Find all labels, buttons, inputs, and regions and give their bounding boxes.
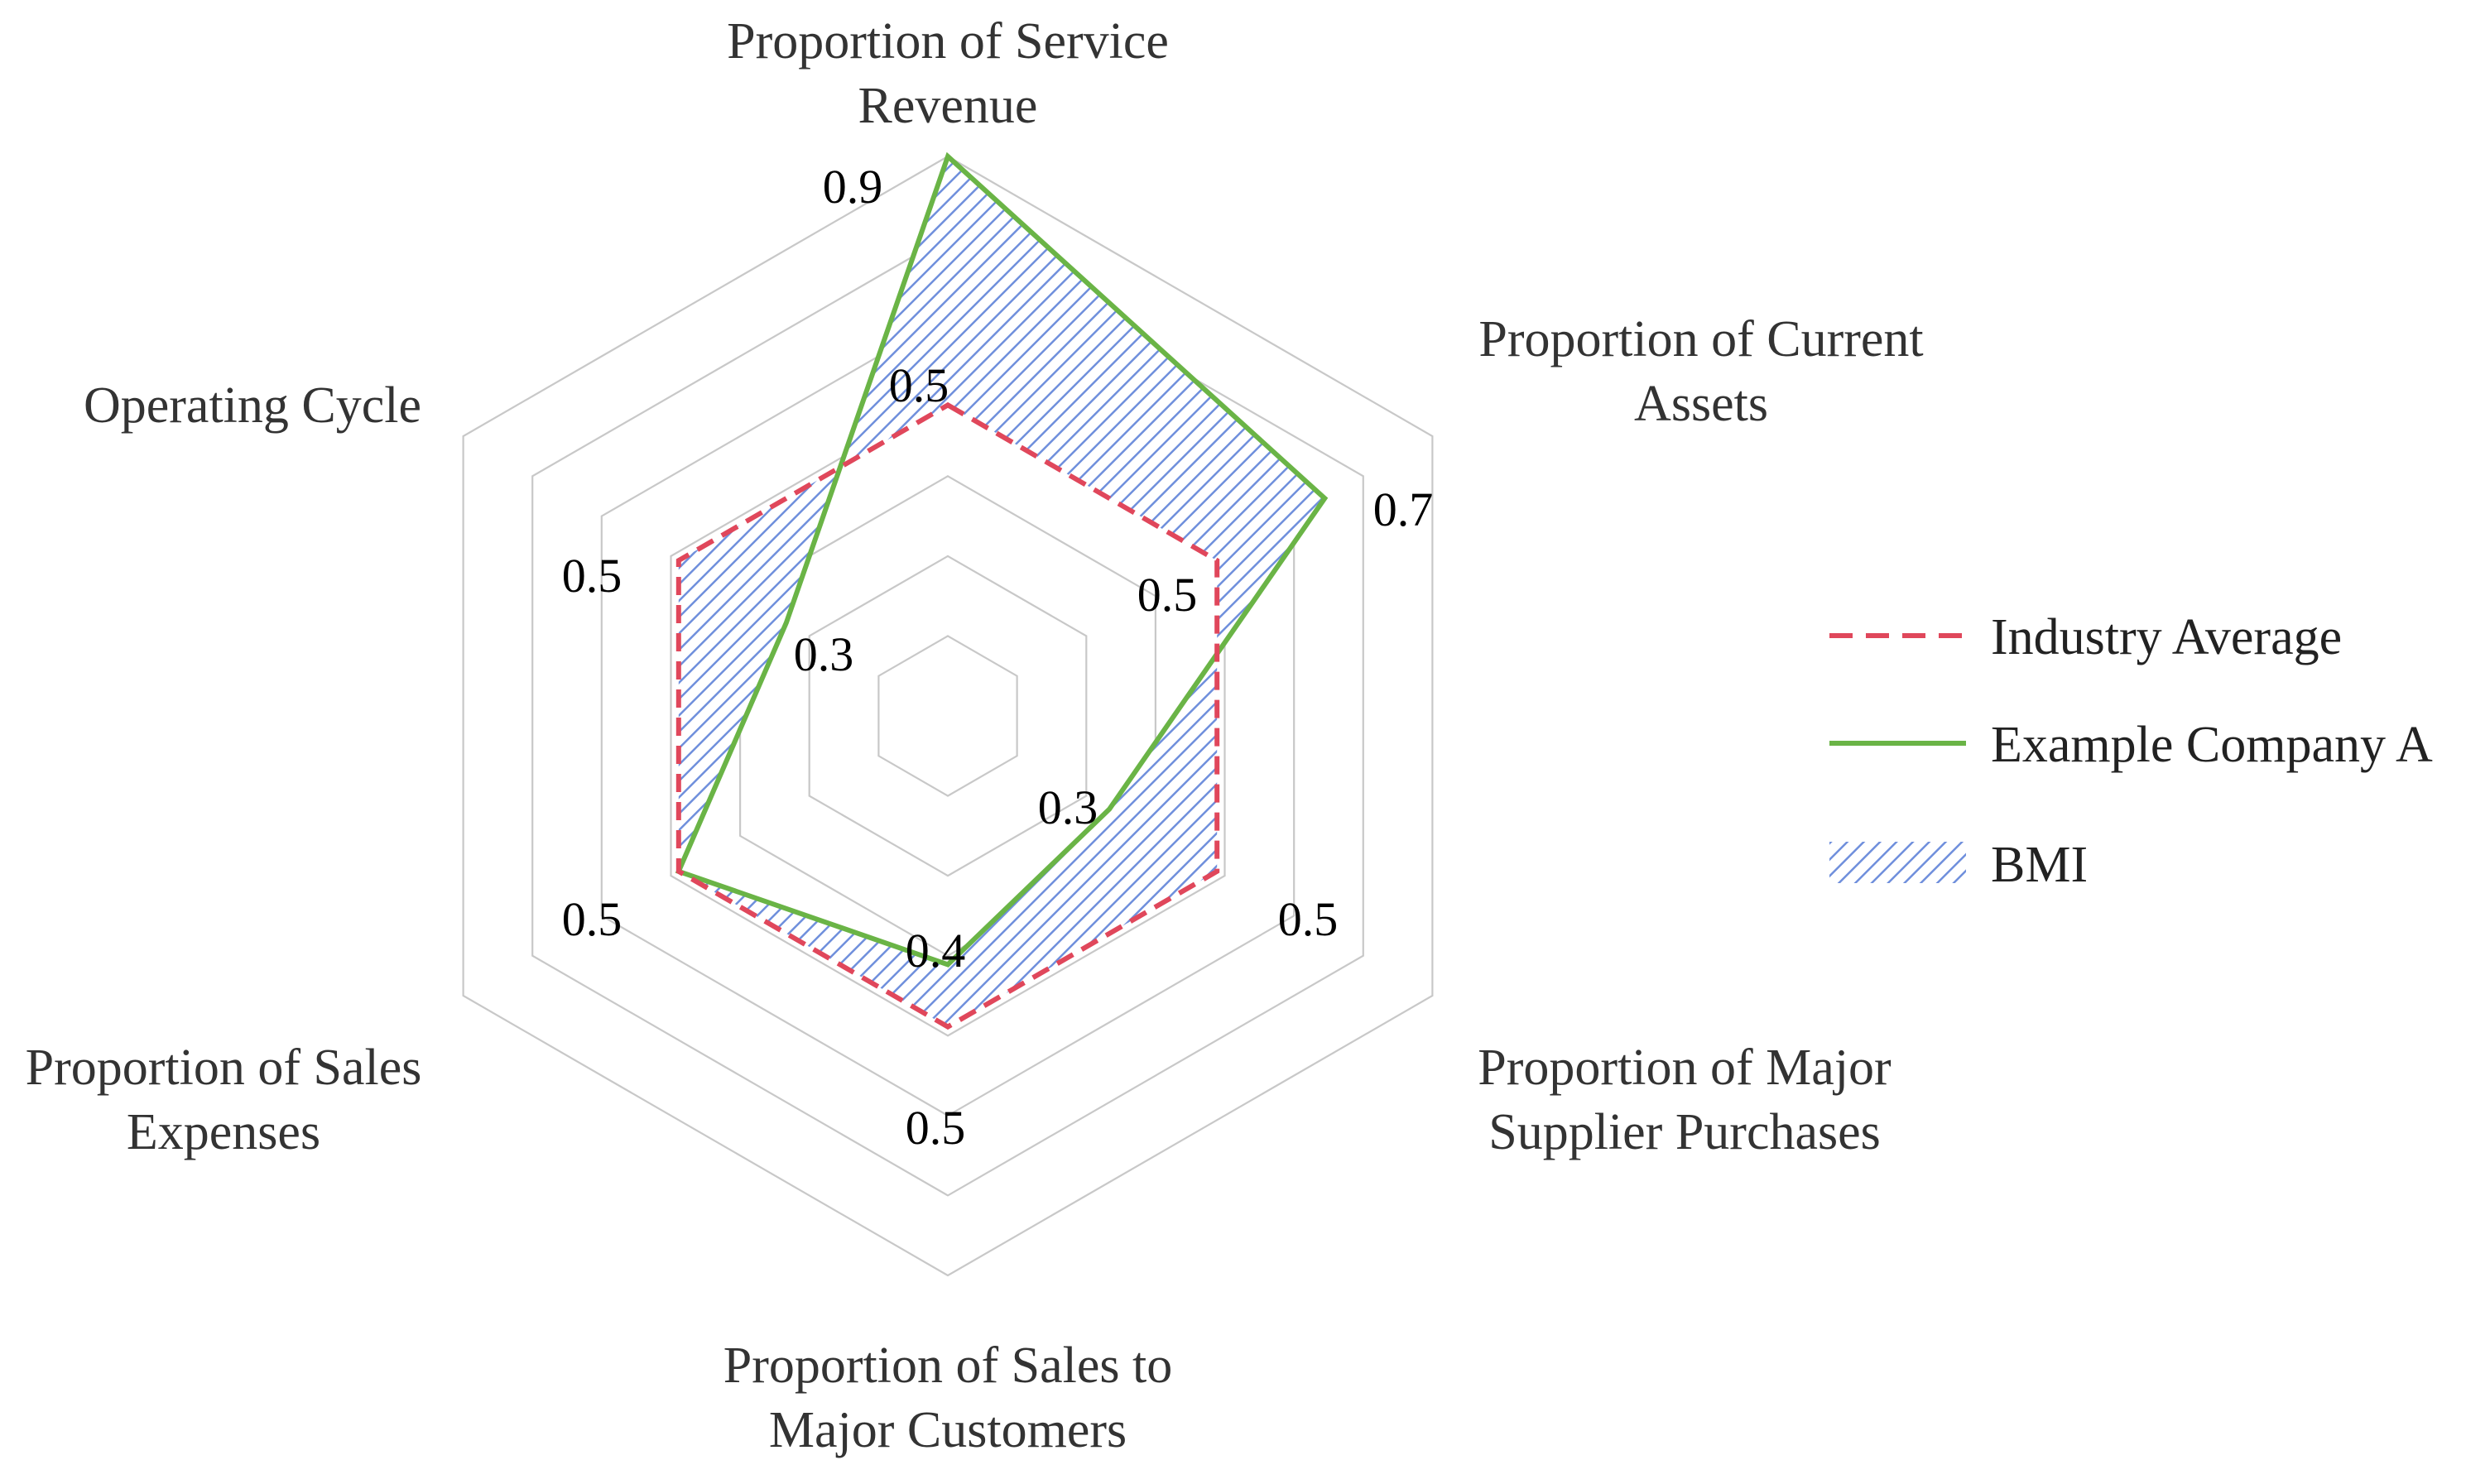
legend-bmi-swatch [1829, 842, 1966, 883]
data-label-industry-2: 0.5 [1278, 892, 1339, 946]
category-label-2: Proportion of Major Supplier Purchases [1478, 1040, 1892, 1160]
series-line-example-company-a [675, 151, 1329, 968]
series-lines [675, 151, 1329, 1030]
grid-ring-6 [531, 235, 1364, 1197]
data-label-company-0: 0.9 [823, 160, 883, 214]
grid-ring-1 [877, 635, 1018, 797]
category-label-0: Proportion of Service Revenue [727, 13, 1169, 134]
category-labels: Proportion of Service Revenue Proportion o… [26, 13, 1924, 1458]
legend-example-company-a: Example Company A [1829, 717, 2433, 773]
legend-example-company-a-label: Example Company A [1991, 717, 2433, 773]
data-label-company-2: 0.3 [1038, 780, 1098, 834]
legend-industry-average: Industry Average [1829, 609, 2342, 665]
legend: Industry Average Example Company A BMI [1829, 609, 2433, 893]
grid-ring-7 [462, 155, 1434, 1277]
series-line-industry-average [675, 401, 1220, 1030]
data-label-industry-1: 0.5 [1137, 568, 1198, 622]
data-label-industry-3: 0.5 [906, 1101, 966, 1155]
data-label-company-5: 0.3 [794, 627, 854, 681]
data-label-industry-5: 0.5 [562, 549, 623, 603]
data-label-company-3: 0.4 [906, 924, 966, 977]
data-label-company-1: 0.7 [1373, 483, 1434, 536]
data-labels: 0.5 0.5 0.5 0.5 0.5 0.5 0.9 0.7 0.3 0.4 0.3 [562, 160, 1434, 1155]
data-label-industry-0: 0.5 [889, 358, 949, 412]
bmi-area [678, 156, 1325, 1027]
legend-industry-average-label: Industry Average [1991, 609, 2342, 665]
legend-bmi-label: BMI [1991, 837, 2088, 893]
data-label-industry-4: 0.5 [562, 892, 623, 946]
category-label-3: Proportion of Sales to Major Customers [723, 1338, 1172, 1458]
bmi-hatched-area [678, 156, 1325, 1027]
category-label-5: Operating Cycle [84, 377, 421, 434]
category-label-4: Proportion of Sales Expenses [26, 1040, 422, 1160]
grid-ring-2 [808, 555, 1088, 877]
category-label-1: Proportion of Current Assets [1478, 311, 1923, 432]
legend-bmi: BMI [1829, 837, 2088, 893]
